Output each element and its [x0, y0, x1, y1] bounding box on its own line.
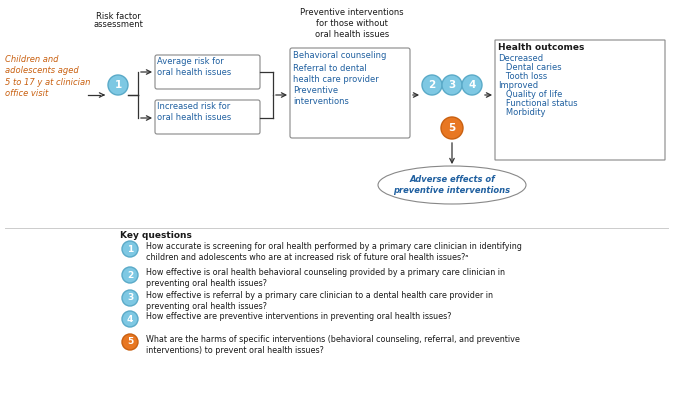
Text: Preventive interventions
for those without
oral health issues: Preventive interventions for those witho…: [300, 8, 404, 39]
Text: Preventive
interventions: Preventive interventions: [293, 86, 349, 106]
Text: Tooth loss: Tooth loss: [498, 72, 547, 81]
Text: Health outcomes: Health outcomes: [498, 43, 584, 52]
Text: Functional status: Functional status: [498, 99, 577, 108]
Circle shape: [122, 267, 138, 283]
FancyBboxPatch shape: [290, 48, 410, 138]
Text: 3: 3: [448, 80, 456, 90]
FancyBboxPatch shape: [155, 55, 260, 89]
Text: Quality of life: Quality of life: [498, 90, 563, 99]
Text: 3: 3: [127, 293, 133, 303]
Text: 2: 2: [127, 270, 133, 280]
Text: 5: 5: [448, 123, 456, 133]
Circle shape: [442, 75, 462, 95]
Text: Average risk for
oral health issues: Average risk for oral health issues: [157, 57, 232, 77]
Circle shape: [422, 75, 442, 95]
Text: Referral to dental
health care provider: Referral to dental health care provider: [293, 64, 379, 84]
Text: 1: 1: [127, 245, 133, 253]
FancyBboxPatch shape: [155, 100, 260, 134]
Text: Behavioral counseling: Behavioral counseling: [293, 51, 386, 60]
Text: 4: 4: [468, 80, 476, 90]
Circle shape: [122, 311, 138, 327]
Text: Dental caries: Dental caries: [498, 63, 562, 72]
Text: 2: 2: [429, 80, 435, 90]
Text: How accurate is screening for oral health performed by a primary care clinician : How accurate is screening for oral healt…: [146, 242, 522, 262]
Text: Increased risk for
oral health issues: Increased risk for oral health issues: [157, 102, 232, 122]
Text: 5: 5: [127, 337, 133, 347]
FancyBboxPatch shape: [495, 40, 665, 160]
Circle shape: [122, 334, 138, 350]
Text: Children and
adolescents aged
5 to 17 y at clinician
office visit: Children and adolescents aged 5 to 17 y …: [5, 55, 90, 98]
Text: assessment: assessment: [93, 20, 143, 29]
Text: How effective are preventive interventions in preventing oral health issues?: How effective are preventive interventio…: [146, 312, 452, 321]
Text: Risk factor: Risk factor: [96, 12, 141, 21]
Text: Key questions: Key questions: [120, 231, 192, 240]
Ellipse shape: [378, 166, 526, 204]
Text: 4: 4: [127, 314, 133, 324]
Text: Adverse effects of
preventive interventions: Adverse effects of preventive interventi…: [394, 175, 511, 195]
Text: 1: 1: [114, 80, 122, 90]
Text: How effective is oral health behavioral counseling provided by a primary care cl: How effective is oral health behavioral …: [146, 268, 505, 288]
Text: How effective is referral by a primary care clinician to a dental health care pr: How effective is referral by a primary c…: [146, 291, 493, 311]
Text: Decreased: Decreased: [498, 54, 543, 63]
Circle shape: [108, 75, 128, 95]
Text: What are the harms of specific interventions (behavioral counseling, referral, a: What are the harms of specific intervent…: [146, 335, 520, 355]
Text: Morbidity: Morbidity: [498, 108, 546, 117]
Circle shape: [122, 290, 138, 306]
Circle shape: [122, 241, 138, 257]
Text: Improved: Improved: [498, 81, 538, 90]
Circle shape: [462, 75, 482, 95]
Circle shape: [441, 117, 463, 139]
